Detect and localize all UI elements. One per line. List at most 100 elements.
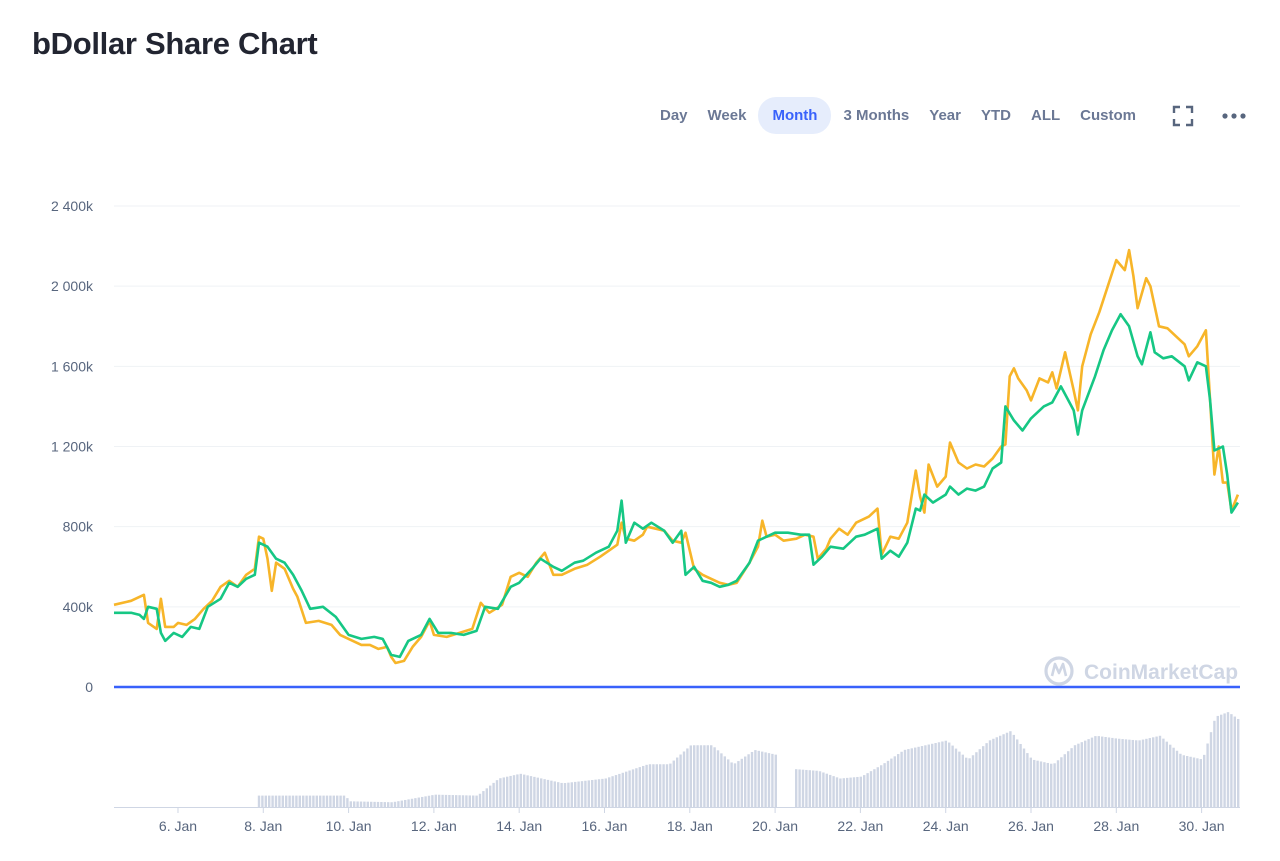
volume-bar <box>958 751 961 807</box>
volume-bar <box>727 759 730 807</box>
volume-bar <box>580 781 584 807</box>
volume-bar <box>1192 757 1196 807</box>
range-month-button[interactable]: Month <box>758 97 832 134</box>
volume-bar <box>485 788 488 807</box>
volume-bar <box>312 795 315 807</box>
volume-bar <box>448 794 451 807</box>
volume-bar <box>329 795 332 807</box>
volume-bar <box>1158 735 1162 807</box>
volume-bar <box>1094 736 1097 807</box>
volume-bar <box>373 801 376 807</box>
fullscreen-icon <box>1172 105 1193 126</box>
volume-bar <box>740 758 743 807</box>
x-tick-label: 24. Jan <box>923 818 969 834</box>
volume-bar <box>1005 732 1009 807</box>
volume-bar <box>910 748 913 807</box>
volume-bar <box>1172 747 1175 807</box>
volume-bar <box>1124 739 1128 807</box>
volume-bar <box>1111 737 1114 807</box>
y-tick-label: 0 <box>85 679 93 695</box>
volume-bar <box>257 795 261 807</box>
volume-bar <box>645 764 648 807</box>
range-ytd-button[interactable]: YTD <box>973 97 1019 134</box>
volume-bar <box>679 754 682 807</box>
volume-bar <box>563 783 567 807</box>
x-tick-label: 14. Jan <box>496 818 542 834</box>
volume-bar <box>832 776 835 807</box>
volume-bar <box>954 748 958 807</box>
volume-bar <box>499 778 502 807</box>
volume-bar <box>638 767 641 807</box>
volume-bar <box>917 746 920 807</box>
volume-bar <box>869 771 873 807</box>
volume-bar <box>951 745 954 807</box>
volume-bar <box>550 780 553 807</box>
range-custom-button[interactable]: Custom <box>1072 97 1144 134</box>
range-all-button[interactable]: ALL <box>1023 97 1068 134</box>
volume-bar <box>475 795 478 807</box>
volume-bar <box>268 795 271 807</box>
volume-bar <box>587 780 590 807</box>
volume-bar <box>937 742 941 807</box>
volume-bar <box>393 801 397 807</box>
volume-bar <box>747 754 750 807</box>
volume-bar <box>376 801 380 807</box>
volume-bars <box>257 712 1240 807</box>
volume-bar <box>319 795 322 807</box>
volume-bar <box>308 795 312 807</box>
y-tick-label: 1 200k <box>51 439 94 455</box>
volume-bar <box>1050 763 1053 807</box>
volume-bar <box>540 778 543 807</box>
x-tick-label: 26. Jan <box>1008 818 1054 834</box>
fullscreen-button[interactable] <box>1164 97 1201 134</box>
x-tick-label: 18. Jan <box>667 818 713 834</box>
y-axis-labels: 0 400k 800k 1 200k 1 600k 2 000k 2 400k <box>51 198 94 695</box>
volume-bar <box>856 776 859 807</box>
volume-bar <box>400 800 403 807</box>
volume-bar <box>920 746 924 807</box>
volume-bar <box>713 747 716 807</box>
volume-bar <box>325 795 329 807</box>
volume-bar <box>1203 754 1206 807</box>
series-line-1 <box>113 248 1240 665</box>
volume-bar <box>710 745 713 807</box>
y-tick-label: 2 000k <box>51 278 94 294</box>
range-year-button[interactable]: Year <box>921 97 969 134</box>
volume-bar <box>716 750 720 807</box>
volume-bar <box>999 735 1002 807</box>
volume-bar <box>621 772 624 807</box>
volume-bar <box>682 751 686 807</box>
volume-bar <box>1101 736 1104 807</box>
volume-bar <box>359 801 363 807</box>
volume-bar <box>774 754 777 807</box>
volume-bar <box>472 795 475 807</box>
range-3-months-button[interactable]: 3 Months <box>835 97 917 134</box>
volume-bar <box>642 765 645 807</box>
volume-bar <box>897 754 900 807</box>
volume-bar <box>1179 753 1182 807</box>
volume-bar <box>363 801 366 807</box>
more-horizontal-icon <box>1221 112 1246 119</box>
range-week-button[interactable]: Week <box>700 97 755 134</box>
volume-bar <box>631 769 635 807</box>
x-tick-label: 16. Jan <box>582 818 628 834</box>
volume-bar <box>1002 734 1005 807</box>
more-options-button[interactable] <box>1215 97 1252 134</box>
volume-bar <box>349 801 352 807</box>
volume-bar <box>261 795 264 807</box>
volume-bar <box>1189 756 1192 807</box>
volume-bar <box>852 777 856 807</box>
volume-bar <box>927 744 930 807</box>
volume-bar <box>410 798 414 807</box>
volume-bar <box>1237 718 1240 807</box>
volume-bar <box>519 773 522 807</box>
volume-bar <box>584 780 587 807</box>
volume-bar <box>1135 740 1138 807</box>
volume-bar <box>336 795 339 807</box>
series-line-2 <box>114 312 1239 659</box>
range-day-button[interactable]: Day <box>652 97 696 134</box>
volume-bar <box>298 795 301 807</box>
volume-bar <box>733 763 737 807</box>
volume-bar <box>764 752 767 807</box>
